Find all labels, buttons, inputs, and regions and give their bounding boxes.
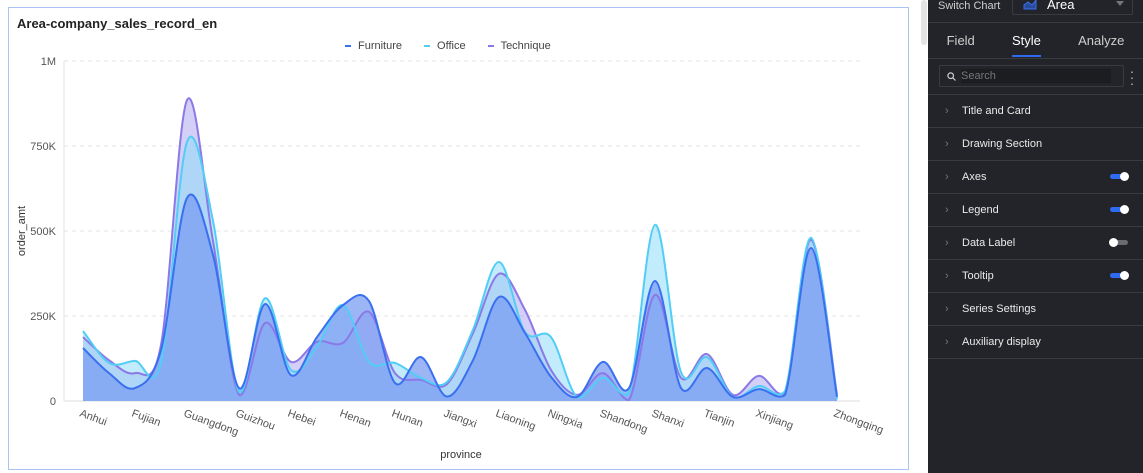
chevron-right-icon: › [945, 336, 949, 348]
chevron-right-icon: › [945, 270, 949, 282]
x-tick-label: Shanxi [650, 408, 686, 431]
search-icon [947, 71, 956, 81]
legend-label: Office [437, 40, 466, 52]
chart-type-select[interactable]: Area [1012, 0, 1133, 15]
chart-type-value: Area [1047, 0, 1075, 12]
chevron-right-icon: › [945, 237, 949, 249]
area-chart: 0 250K 500K 750K 1M Anhui Fujian GuangdongGuizh… [16, 56, 885, 461]
section-legend[interactable]: › Legend [928, 194, 1143, 227]
chevron-right-icon: › [945, 303, 949, 315]
switch-chart-label: Switch Chart [938, 0, 1001, 12]
legend-item-office[interactable]: Office [424, 40, 466, 52]
area-furniture [83, 194, 837, 401]
toggle-switch[interactable] [1109, 238, 1128, 247]
legend-marker [487, 45, 494, 47]
y-axis-title: order_amt [16, 206, 28, 256]
chevron-right-icon: › [945, 138, 949, 150]
panel-tabs: Field Style Analyze [928, 33, 1143, 57]
x-tick-label: Guangdong [182, 408, 240, 439]
config-panel: Switch Chart Area Field Style Analyze ··… [928, 0, 1143, 473]
x-tick-label: Fujian [130, 408, 162, 430]
section-series-settings[interactable]: › Series Settings [928, 293, 1143, 326]
legend-marker [424, 45, 431, 47]
x-tick-label: Anhui [78, 408, 109, 429]
x-tick-label: Guizhou [234, 408, 277, 433]
line-technique [82, 97, 838, 401]
section-title-and-card[interactable]: › Title and Card [928, 95, 1143, 128]
chevron-right-icon: › [945, 171, 949, 183]
x-tick-label: Xinjiang [754, 408, 795, 433]
y-tick-label: 250K [30, 311, 56, 323]
divider [928, 58, 1143, 59]
x-tick-label: Hunan [390, 408, 425, 430]
section-tooltip[interactable]: › Tooltip [928, 260, 1143, 293]
divider [928, 94, 1143, 95]
x-axis-title: province [440, 449, 482, 461]
search-input[interactable] [961, 69, 1111, 83]
tab-field[interactable]: Field [946, 33, 975, 48]
legend-item-technique[interactable]: Technique [487, 40, 551, 52]
tab-analyze[interactable]: Analyze [1078, 33, 1125, 48]
section-label: Legend [962, 204, 999, 216]
legend-marker [345, 45, 351, 47]
x-tick-label: Tianjin [702, 408, 736, 430]
chart-title: Area-company_sales_record_en [17, 16, 218, 31]
x-tick-label: Ningxia [546, 408, 585, 432]
section-data-label[interactable]: › Data Label [928, 227, 1143, 260]
y-tick-label: 500K [30, 226, 56, 238]
section-label: Auxiliary display [962, 336, 1041, 348]
legend-label: Furniture [358, 40, 403, 52]
legend-label: Technique [500, 40, 551, 52]
x-tick-label: Jiangxi [442, 408, 478, 431]
toggle-switch[interactable] [1110, 271, 1129, 280]
x-tick-label: Zhongqing [832, 408, 885, 437]
tab-style[interactable]: Style [1012, 33, 1041, 57]
section-auxiliary-display[interactable]: › Auxiliary display [928, 326, 1143, 359]
toggle-switch[interactable] [1110, 205, 1129, 214]
section-label: Drawing Section [962, 138, 1043, 150]
section-label: Series Settings [962, 303, 1036, 315]
chevron-right-icon: › [945, 105, 949, 117]
section-drawing-section[interactable]: › Drawing Section [928, 128, 1143, 161]
search-box [939, 65, 1124, 87]
chart-legend: Furniture Office Technique [345, 40, 551, 52]
y-tick-label: 0 [50, 396, 56, 408]
section-axes[interactable]: › Axes [928, 161, 1143, 194]
section-label: Tooltip [962, 270, 994, 282]
y-tick-label: 1M [41, 56, 56, 68]
divider [928, 22, 1143, 23]
x-tick-label: Henan [338, 408, 373, 430]
line-office [82, 135, 838, 400]
section-label: Axes [962, 171, 987, 183]
x-tick-label: Liaoning [494, 408, 537, 434]
caret-down-icon [1116, 1, 1124, 6]
scrollbar[interactable] [921, 0, 927, 45]
legend-item-furniture[interactable]: Furniture [345, 40, 402, 52]
toggle-switch[interactable] [1110, 172, 1129, 181]
x-tick-label: Shandong [598, 408, 649, 436]
area-chart-icon [1023, 0, 1037, 10]
chevron-right-icon: › [945, 204, 949, 216]
x-tick-label: Hebei [286, 408, 317, 429]
line-furniture [82, 193, 838, 399]
more-options-icon[interactable]: · · · [1129, 63, 1135, 91]
section-label: Title and Card [962, 105, 1031, 117]
y-tick-label: 750K [30, 141, 56, 153]
section-label: Data Label [962, 237, 1016, 249]
